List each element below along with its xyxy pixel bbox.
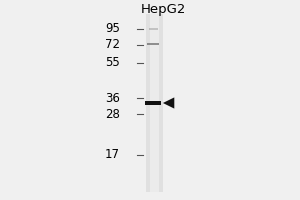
Bar bbox=[145, 101, 161, 105]
Bar bbox=[148, 28, 158, 30]
Text: 28: 28 bbox=[105, 108, 120, 120]
Bar bbox=[146, 14, 163, 192]
Text: 36: 36 bbox=[105, 92, 120, 104]
Bar bbox=[150, 14, 159, 192]
Polygon shape bbox=[163, 97, 174, 109]
Text: 55: 55 bbox=[105, 56, 120, 70]
Bar bbox=[147, 43, 159, 45]
Text: 95: 95 bbox=[105, 22, 120, 36]
Text: 17: 17 bbox=[105, 148, 120, 162]
Text: 72: 72 bbox=[105, 38, 120, 51]
Text: HepG2: HepG2 bbox=[141, 2, 186, 16]
